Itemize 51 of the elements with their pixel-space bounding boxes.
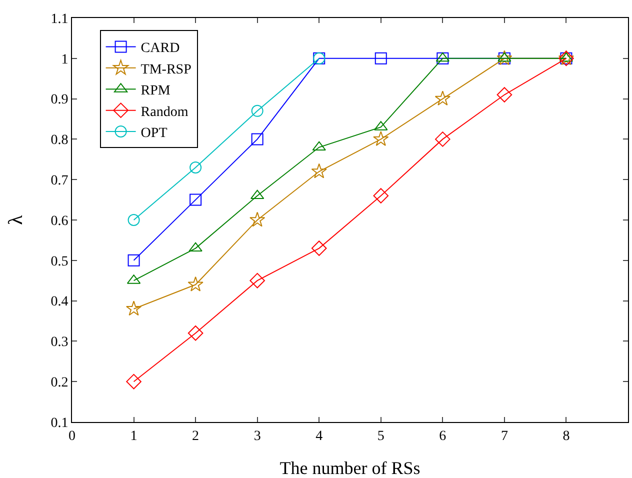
point [126, 374, 142, 390]
point [250, 272, 265, 288]
point [496, 87, 512, 102]
x-tick-label: 2 [192, 428, 200, 444]
x-tick-label: 5 [377, 428, 384, 444]
point [190, 194, 202, 206]
point [374, 52, 387, 64]
point [128, 254, 140, 266]
point [251, 104, 264, 117]
x-axis-title: The number of RSs [280, 458, 420, 478]
y-tick-label: 0.7 [50, 174, 68, 188]
point [373, 188, 389, 204]
point [188, 242, 202, 252]
y-tick-label: 0.4 [50, 294, 68, 310]
point [312, 141, 326, 151]
point [250, 212, 266, 227]
point [373, 131, 389, 146]
y-tick-label: 1 [61, 52, 68, 68]
y-tick-label: 0.6 [50, 214, 68, 229]
y-tick-label: 0.2 [50, 376, 68, 390]
point [311, 240, 327, 256]
x-tick-label: 4 [316, 428, 323, 444]
y-tick-label: 0.1 [50, 416, 68, 431]
point [436, 52, 449, 64]
x-tick-label: 1 [130, 428, 138, 444]
x-tick-label: 3 [254, 428, 261, 444]
legend-label: TM-RSP [140, 62, 192, 78]
legend-label: OPT [140, 126, 168, 141]
y-axis-title: λ [5, 214, 27, 225]
point [126, 300, 142, 316]
x-tick-label: 0 [68, 428, 76, 444]
x-tick-label: 6 [439, 428, 446, 444]
legend-label: Random [140, 104, 188, 120]
y-tick-label: 1.1 [50, 12, 68, 27]
x-tick-label: 8 [562, 428, 570, 444]
y-tick-label: 0.3 [50, 335, 68, 350]
point [190, 161, 202, 174]
point [498, 52, 512, 62]
y-tick-label: 0.5 [50, 254, 68, 270]
point [188, 276, 204, 292]
legend-label: RPM [140, 84, 171, 99]
x-tick-label: 7 [500, 428, 508, 444]
point [311, 163, 327, 178]
point [251, 133, 264, 146]
y-tick-label: 0.8 [50, 133, 68, 148]
point [435, 132, 450, 147]
y-tick-label: 0.9 [50, 92, 68, 108]
legend-label: CARD [140, 41, 180, 56]
point [128, 214, 140, 226]
point [434, 90, 450, 106]
point [188, 325, 204, 341]
